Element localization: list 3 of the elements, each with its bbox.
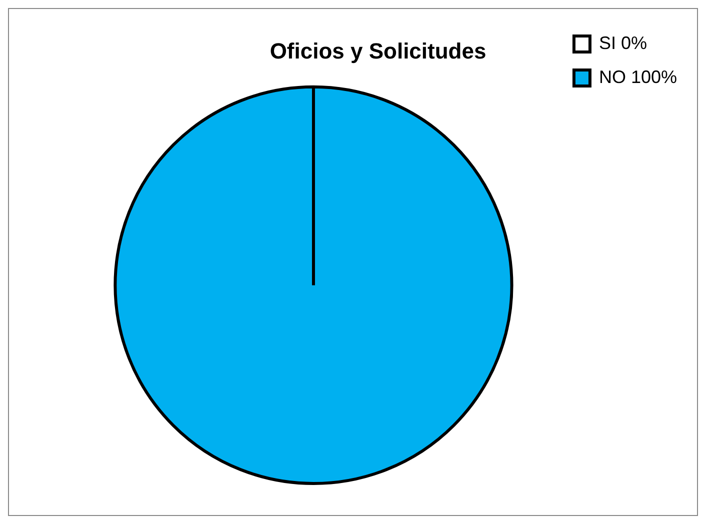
legend-label: SI 0% (598, 32, 647, 53)
legend-label: NO 100% (598, 66, 678, 87)
chart-title: Oficios y Solicitudes (270, 38, 486, 64)
